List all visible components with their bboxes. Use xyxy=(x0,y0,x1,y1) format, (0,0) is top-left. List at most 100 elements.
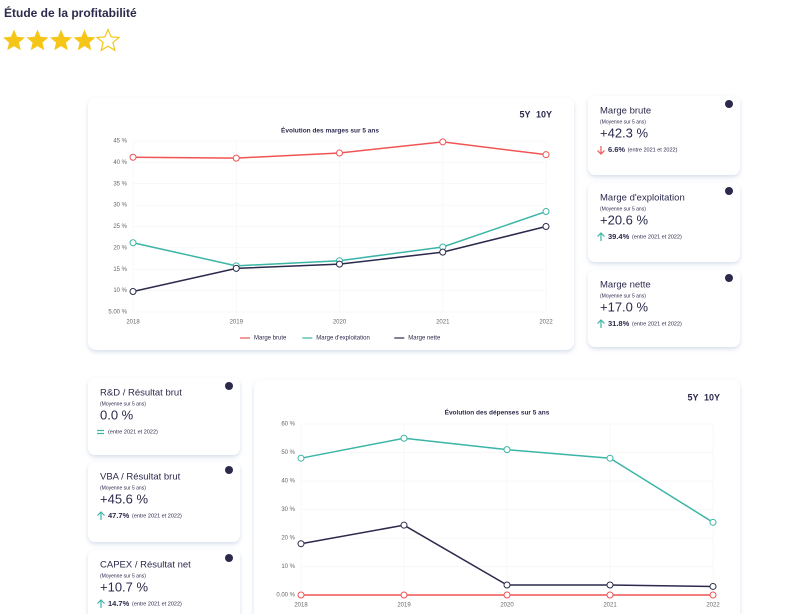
rating xyxy=(3,27,121,52)
help-icon[interactable] xyxy=(725,274,733,282)
y-tick-label: 35 % xyxy=(113,181,127,187)
data-point xyxy=(542,151,550,159)
trend-icon xyxy=(97,599,105,608)
data-point xyxy=(129,287,137,295)
content: Évolution des marges sur 5 ans 5Y 10Y 5.00 … xyxy=(88,96,740,614)
card-subtitle: (Moyenne sur 5 ans) xyxy=(100,401,146,407)
period-toggle[interactable]: 5Y xyxy=(519,109,530,119)
x-tick-label: 2018 xyxy=(126,320,140,326)
x-tick-label: 2022 xyxy=(539,320,553,326)
card-change: 39.4% xyxy=(608,232,630,241)
card-subtitle: (Moyenne sur 5 ans) xyxy=(100,485,146,491)
y-tick-label: 30 % xyxy=(113,203,127,209)
card-subtitle: (Moyenne sur 5 ans) xyxy=(100,573,146,579)
y-tick-label: 45 % xyxy=(113,139,127,145)
data-point xyxy=(709,591,717,599)
data-point xyxy=(400,521,408,529)
card-value: +42.3 % xyxy=(600,125,649,140)
help-icon-mark: ? xyxy=(227,384,230,390)
trend-icon xyxy=(97,511,105,520)
panel xyxy=(254,380,740,614)
x-tick-label: 2021 xyxy=(436,320,450,326)
help-icon-mark: ? xyxy=(227,468,230,474)
y-tick-label: 25 % xyxy=(113,224,127,230)
legend-label: Marge nette xyxy=(408,336,441,342)
y-tick-label: 60 % xyxy=(281,422,295,428)
card-period: (entre 2021 et 2022) xyxy=(632,321,682,327)
stat-card: ? R&D / Résultat brut (Moyenne sur 5 ans)0… xyxy=(88,378,240,455)
star-filled xyxy=(26,29,49,51)
data-point xyxy=(297,591,305,599)
card-change: 14.7% xyxy=(108,599,130,608)
help-icon[interactable] xyxy=(225,382,233,390)
y-tick-label: 40 % xyxy=(281,479,295,485)
help-icon-mark: ? xyxy=(727,276,730,282)
y-tick-label: 5.00 % xyxy=(108,310,127,316)
help-icon[interactable] xyxy=(725,187,733,195)
stat-card: ? Marge brute (Moyenne sur 5 ans)+42.3 % 6.… xyxy=(588,96,740,175)
help-icon-mark: ? xyxy=(227,556,230,562)
x-tick-label: 2019 xyxy=(397,603,411,609)
card-subtitle: (Moyenne sur 5 ans) xyxy=(600,119,646,125)
trend-icon xyxy=(597,319,605,328)
card-bg xyxy=(88,462,240,542)
card-title: VBA / Résultat brut xyxy=(100,472,181,483)
help-icon[interactable] xyxy=(725,100,733,108)
card-value: +20.6 % xyxy=(600,212,649,227)
data-point xyxy=(336,260,343,268)
legend-label: Marge d'exploitation xyxy=(316,336,370,342)
card-title: Marge d'exploitation xyxy=(600,193,685,204)
data-point xyxy=(336,149,343,157)
period-toggle[interactable]: 5Y xyxy=(687,392,698,402)
help-icon[interactable] xyxy=(225,466,233,474)
panel xyxy=(88,98,574,350)
period-toggle[interactable]: 10Y xyxy=(536,109,552,119)
data-point xyxy=(606,581,614,589)
x-tick-label: 2019 xyxy=(230,320,244,326)
card-bg xyxy=(88,378,240,455)
data-point xyxy=(400,434,408,442)
data-point xyxy=(129,153,137,161)
data-point xyxy=(606,591,614,599)
help-icon-mark: ? xyxy=(727,189,730,195)
stat-card: ? VBA / Résultat brut (Moyenne sur 5 ans)+… xyxy=(88,462,240,542)
card-value: +17.0 % xyxy=(600,299,649,314)
card-bg xyxy=(588,183,740,262)
card-period: (entre 2021 et 2022) xyxy=(132,601,182,607)
stat-card: ? CAPEX / Résultat net (Moyenne sur 5 ans)… xyxy=(88,550,240,614)
data-point xyxy=(232,154,240,162)
data-point xyxy=(709,518,717,526)
y-tick-label: 50 % xyxy=(281,450,295,456)
data-point xyxy=(503,446,511,454)
card-period: (entre 2021 et 2022) xyxy=(632,234,682,240)
x-tick-label: 2021 xyxy=(603,603,617,609)
trend-icon xyxy=(597,232,605,241)
trend-icon xyxy=(97,429,104,435)
card-change: 31.8% xyxy=(608,319,630,328)
data-point xyxy=(606,454,614,462)
card-value: +10.7 % xyxy=(100,579,149,594)
card-title: Marge nette xyxy=(600,280,651,291)
star-empty xyxy=(95,27,121,52)
data-point xyxy=(297,454,305,462)
data-point xyxy=(503,591,511,599)
period-toggle[interactable]: 10Y xyxy=(704,392,720,402)
help-icon-mark: ? xyxy=(727,102,730,108)
help-icon[interactable] xyxy=(225,554,233,562)
data-point xyxy=(503,581,511,589)
x-tick-label: 2020 xyxy=(500,603,514,609)
card-value: 0.0 % xyxy=(100,407,134,422)
legend-label: Marge brute xyxy=(254,336,287,342)
card-bg xyxy=(588,96,740,175)
data-point xyxy=(232,264,240,272)
card-title: R&D / Résultat brut xyxy=(100,388,182,399)
data-point xyxy=(542,208,550,216)
data-point xyxy=(297,540,305,548)
star-filled xyxy=(73,29,96,51)
y-tick-label: 20 % xyxy=(113,245,127,251)
card-title: Marge brute xyxy=(600,106,651,117)
card-period: (entre 2021 et 2022) xyxy=(628,147,678,153)
x-tick-label: 2020 xyxy=(333,320,347,326)
